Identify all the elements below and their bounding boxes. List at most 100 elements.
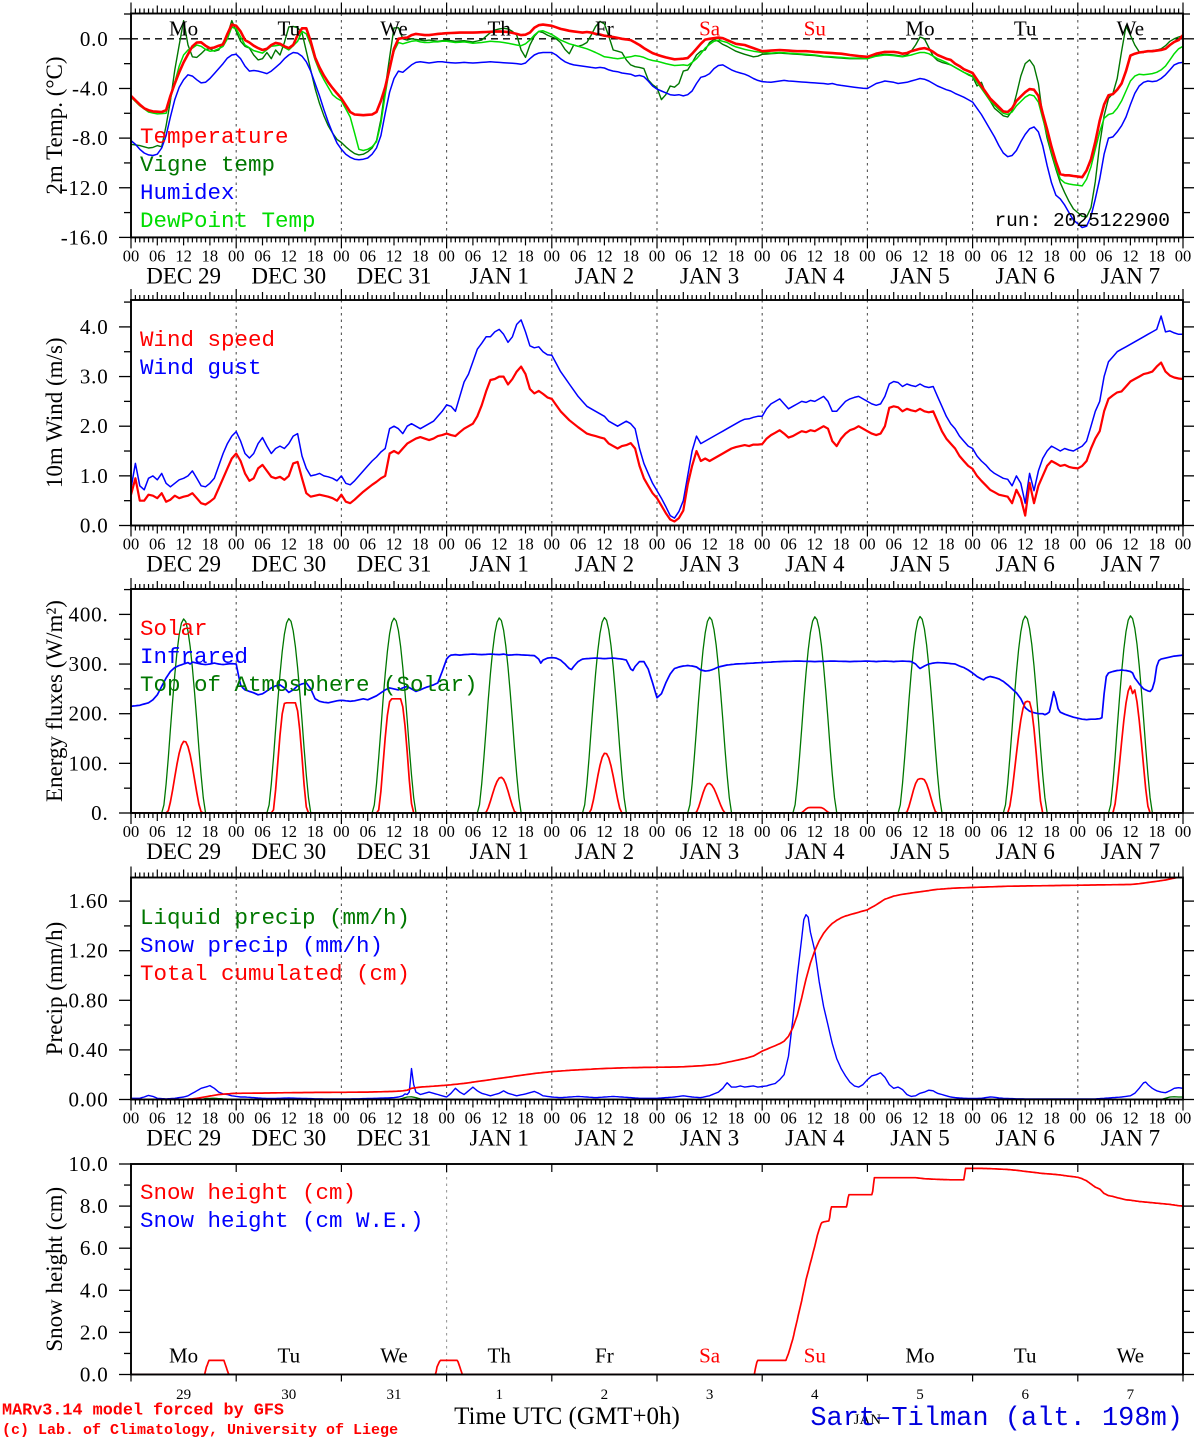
svg-text:00: 00 bbox=[1070, 535, 1087, 554]
svg-text:5: 5 bbox=[916, 1387, 924, 1403]
svg-text:18: 18 bbox=[202, 1109, 219, 1128]
svg-text:JAN 4: JAN 4 bbox=[785, 552, 845, 577]
svg-text:00: 00 bbox=[964, 822, 981, 841]
svg-text:12: 12 bbox=[807, 535, 824, 554]
svg-text:DEC 30: DEC 30 bbox=[251, 552, 326, 577]
svg-text:Su: Su bbox=[804, 17, 827, 41]
svg-text:06: 06 bbox=[675, 246, 692, 265]
svg-text:00: 00 bbox=[859, 1109, 876, 1128]
svg-text:18: 18 bbox=[307, 822, 324, 841]
svg-text:Vigne temp: Vigne temp bbox=[140, 152, 275, 178]
svg-text:12: 12 bbox=[1017, 246, 1034, 265]
svg-text:12: 12 bbox=[912, 535, 929, 554]
svg-text:00: 00 bbox=[754, 1109, 771, 1128]
svg-text:Snow height (cm W.E.): Snow height (cm W.E.) bbox=[140, 1208, 424, 1234]
svg-text:12: 12 bbox=[491, 1109, 508, 1128]
svg-text:300.: 300. bbox=[69, 652, 109, 676]
svg-text:18: 18 bbox=[307, 535, 324, 554]
svg-text:29: 29 bbox=[176, 1387, 191, 1403]
svg-text:18: 18 bbox=[1148, 246, 1165, 265]
svg-text:18: 18 bbox=[412, 822, 429, 841]
svg-text:Mo: Mo bbox=[905, 1344, 934, 1368]
svg-text:JAN 1: JAN 1 bbox=[469, 839, 528, 864]
svg-text:-16.0: -16.0 bbox=[61, 225, 109, 249]
svg-text:run: 2025122900: run: 2025122900 bbox=[994, 210, 1170, 232]
svg-text:400.: 400. bbox=[69, 602, 109, 626]
svg-text:18: 18 bbox=[833, 822, 850, 841]
svg-text:00: 00 bbox=[333, 1109, 350, 1128]
svg-text:Th: Th bbox=[488, 1344, 512, 1368]
svg-text:00: 00 bbox=[859, 822, 876, 841]
svg-text:12: 12 bbox=[1122, 535, 1139, 554]
svg-text:12: 12 bbox=[1017, 535, 1034, 554]
svg-text:1.0: 1.0 bbox=[80, 464, 109, 488]
svg-text:Tu: Tu bbox=[1014, 1344, 1037, 1368]
svg-text:0.00: 0.00 bbox=[69, 1088, 109, 1112]
svg-text:DEC 31: DEC 31 bbox=[357, 839, 432, 864]
svg-text:Top of Atmosphere (Solar): Top of Atmosphere (Solar) bbox=[140, 672, 478, 698]
svg-text:JAN 2: JAN 2 bbox=[575, 839, 634, 864]
svg-text:00: 00 bbox=[438, 535, 455, 554]
svg-text:Temperature: Temperature bbox=[140, 124, 289, 150]
svg-text:06: 06 bbox=[465, 535, 482, 554]
svg-text:18: 18 bbox=[622, 822, 639, 841]
svg-text:00: 00 bbox=[859, 535, 876, 554]
svg-text:Snow height (cm): Snow height (cm) bbox=[140, 1180, 356, 1206]
svg-text:0.80: 0.80 bbox=[69, 988, 109, 1012]
svg-text:12: 12 bbox=[491, 535, 508, 554]
svg-text:06: 06 bbox=[675, 535, 692, 554]
svg-text:00: 00 bbox=[123, 246, 140, 265]
svg-text:06: 06 bbox=[149, 1109, 166, 1128]
svg-text:JAN 6: JAN 6 bbox=[995, 552, 1054, 577]
svg-text:12: 12 bbox=[912, 246, 929, 265]
svg-text:DEC 29: DEC 29 bbox=[146, 552, 221, 577]
svg-text:00: 00 bbox=[438, 1109, 455, 1128]
svg-text:12: 12 bbox=[386, 246, 403, 265]
svg-text:JAN 2: JAN 2 bbox=[575, 263, 634, 288]
svg-text:00: 00 bbox=[544, 822, 561, 841]
svg-text:JAN 4: JAN 4 bbox=[785, 839, 845, 864]
svg-text:18: 18 bbox=[622, 535, 639, 554]
svg-text:Tu: Tu bbox=[278, 1344, 301, 1368]
svg-text:JAN 2: JAN 2 bbox=[575, 1126, 634, 1151]
svg-text:Humidex: Humidex bbox=[140, 180, 235, 206]
svg-text:00: 00 bbox=[1175, 822, 1192, 841]
svg-text:JAN 5: JAN 5 bbox=[890, 1126, 949, 1151]
svg-text:00: 00 bbox=[1070, 1109, 1087, 1128]
svg-text:00: 00 bbox=[333, 535, 350, 554]
svg-text:06: 06 bbox=[149, 535, 166, 554]
svg-text:00: 00 bbox=[859, 246, 876, 265]
svg-text:12: 12 bbox=[701, 246, 718, 265]
svg-text:12: 12 bbox=[596, 535, 613, 554]
svg-text:12: 12 bbox=[1122, 246, 1139, 265]
svg-text:JAN 3: JAN 3 bbox=[680, 552, 739, 577]
svg-text:00: 00 bbox=[649, 246, 666, 265]
svg-text:06: 06 bbox=[780, 246, 797, 265]
svg-text:06: 06 bbox=[359, 535, 376, 554]
svg-text:MARv3.14 model forced by GFS: MARv3.14 model forced by GFS bbox=[2, 1402, 284, 1421]
svg-text:06: 06 bbox=[254, 535, 271, 554]
svg-text:00: 00 bbox=[228, 535, 245, 554]
svg-text:DEC 31: DEC 31 bbox=[357, 263, 432, 288]
svg-text:JAN 7: JAN 7 bbox=[1101, 263, 1160, 288]
svg-text:8.0: 8.0 bbox=[80, 1194, 109, 1218]
svg-text:12: 12 bbox=[491, 246, 508, 265]
svg-text:00: 00 bbox=[544, 535, 561, 554]
svg-text:06: 06 bbox=[254, 1109, 271, 1128]
svg-text:0.40: 0.40 bbox=[69, 1038, 109, 1062]
svg-text:Mo: Mo bbox=[169, 17, 198, 41]
svg-text:Th: Th bbox=[488, 17, 512, 41]
svg-text:DEC 29: DEC 29 bbox=[146, 839, 221, 864]
svg-text:Sart–Tilman (alt. 198m): Sart–Tilman (alt. 198m) bbox=[810, 1404, 1183, 1434]
svg-text:-12.0: -12.0 bbox=[61, 176, 109, 200]
svg-text:00: 00 bbox=[333, 246, 350, 265]
svg-text:12: 12 bbox=[175, 535, 192, 554]
svg-text:00: 00 bbox=[1070, 246, 1087, 265]
svg-text:06: 06 bbox=[254, 822, 271, 841]
svg-text:Tu: Tu bbox=[1014, 17, 1037, 41]
svg-text:18: 18 bbox=[1148, 822, 1165, 841]
svg-text:06: 06 bbox=[780, 1109, 797, 1128]
svg-text:18: 18 bbox=[622, 246, 639, 265]
svg-text:00: 00 bbox=[754, 822, 771, 841]
svg-text:100.: 100. bbox=[69, 751, 109, 775]
